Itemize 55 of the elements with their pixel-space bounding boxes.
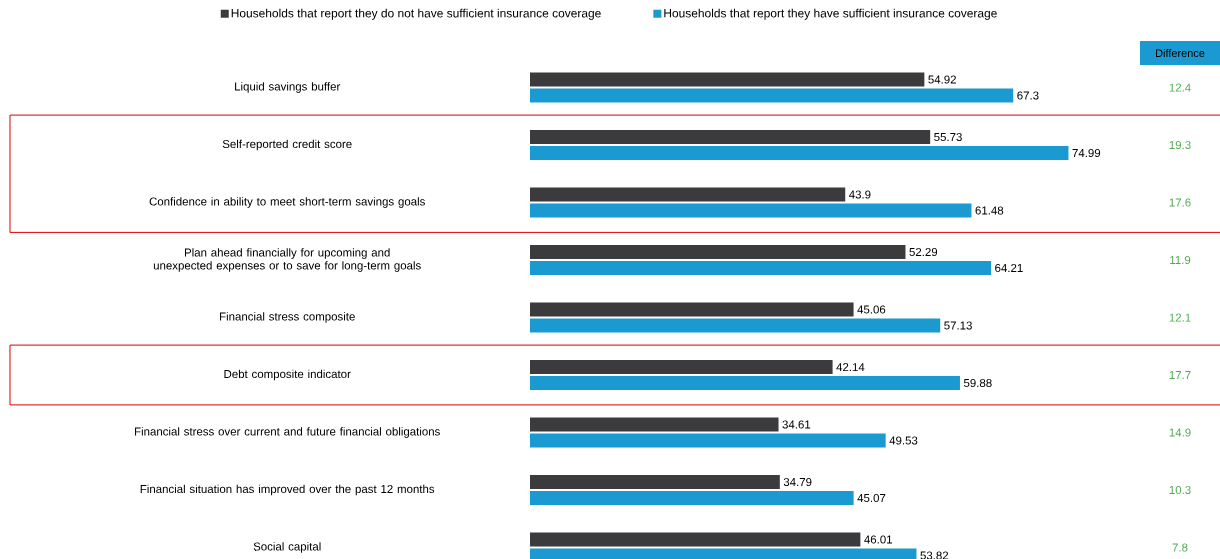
data-label: 42.14 bbox=[836, 363, 865, 371]
data-label: 49.53 bbox=[889, 436, 918, 445]
data-label: 55.73 bbox=[934, 132, 962, 142]
y-tick-label: Financial stress composite bbox=[220, 312, 355, 323]
y-tick-label: Financial stress over current and future financial obligations bbox=[135, 427, 440, 438]
text: 17.6 bbox=[1169, 198, 1191, 207]
text: 10.3 bbox=[1169, 485, 1191, 495]
bar bbox=[530, 491, 854, 505]
bar bbox=[530, 376, 960, 390]
bar bbox=[530, 360, 833, 374]
data-label: 54.92 bbox=[928, 75, 956, 84]
y-tick-label: Liquid savings buffer bbox=[235, 82, 341, 93]
bar bbox=[530, 88, 1014, 103]
bar bbox=[530, 146, 1069, 160]
text: 11.9 bbox=[1170, 255, 1191, 265]
y-tick-label: Social capital bbox=[253, 542, 321, 553]
text: Difference bbox=[1156, 48, 1205, 58]
data-label: 53.82 bbox=[920, 551, 949, 559]
data-label: 74.99 bbox=[1072, 148, 1101, 158]
data-label: 34.61 bbox=[782, 420, 811, 429]
y-tick-label: Debt composite indicator bbox=[224, 369, 351, 381]
data-label: 34.79 bbox=[783, 477, 812, 487]
text: 14.9 bbox=[1169, 428, 1191, 437]
y-tick-label: Financial situation has improved over the past 12 months bbox=[140, 484, 435, 496]
data-label: 46.01 bbox=[864, 535, 892, 544]
y-tick-label: Confidence in ability to meet short-term savings goals bbox=[149, 197, 425, 208]
data-label: 45.06 bbox=[857, 305, 886, 314]
text: 12.1 bbox=[1169, 313, 1191, 322]
text: 12.4 bbox=[1169, 83, 1191, 92]
data-label: 52.29 bbox=[909, 247, 938, 257]
text: 17.7 bbox=[1169, 371, 1191, 379]
data-label: 43.9 bbox=[849, 190, 871, 199]
bar bbox=[530, 475, 780, 489]
bar bbox=[530, 130, 931, 144]
text: 7.8 bbox=[1172, 543, 1188, 552]
y-tick-label: Self-reported credit score bbox=[222, 139, 352, 151]
bar bbox=[530, 417, 779, 432]
bar bbox=[530, 433, 886, 448]
bar bbox=[530, 318, 941, 333]
bar bbox=[530, 261, 992, 275]
bar bbox=[530, 302, 854, 317]
legend-label: Households that report they have sufficient insurance coverage bbox=[664, 8, 997, 20]
data-label: 64.21 bbox=[995, 263, 1023, 273]
legend-label: Households that report they do not have sufficient insurance coverage bbox=[231, 8, 601, 20]
bar bbox=[530, 203, 972, 218]
bar bbox=[530, 245, 906, 259]
bar bbox=[530, 187, 846, 202]
bar bbox=[530, 72, 925, 87]
y-tick-label: Plan ahead financially for upcoming and unexpected expenses or to save for long-term goals bbox=[153, 248, 421, 272]
data-label: 59.88 bbox=[963, 378, 992, 388]
data-label: 45.07 bbox=[857, 493, 886, 503]
text: 19.3 bbox=[1169, 140, 1191, 150]
data-label: 57.13 bbox=[944, 321, 972, 330]
data-label: 67.3 bbox=[1017, 91, 1039, 100]
data-label: 61.48 bbox=[975, 206, 1004, 215]
